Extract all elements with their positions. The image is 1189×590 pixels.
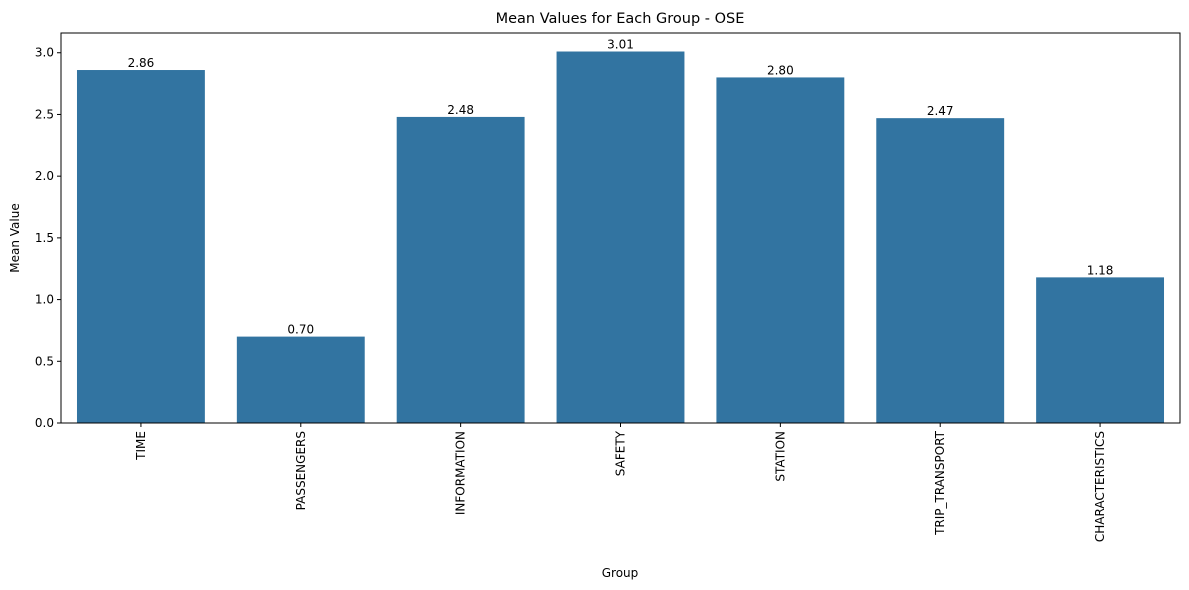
x-tick-label: TIME	[134, 431, 148, 461]
bar	[236, 336, 365, 423]
y-tick-label: 1.5	[35, 231, 54, 245]
bar	[716, 77, 845, 423]
y-axis-label: Mean Value	[8, 203, 22, 272]
bar-value-label: 1.18	[1087, 263, 1114, 277]
bar-value-label: 2.86	[128, 56, 155, 70]
bar	[876, 118, 1005, 423]
bar	[556, 51, 685, 423]
bar-value-label: 0.70	[287, 323, 314, 337]
bars	[76, 51, 1165, 424]
x-tick-label: SAFETY	[614, 430, 628, 476]
plot-frame	[60, 32, 1181, 424]
x-axis-label: Group	[602, 566, 639, 580]
bar-value-label: 2.80	[767, 63, 794, 77]
y-tick-label: 2.0	[35, 169, 54, 183]
x-tick-label: STATION	[773, 431, 787, 482]
y-tick-label: 1.0	[35, 293, 54, 307]
axes-frame	[60, 32, 1181, 424]
x-axis-ticks: TIME PASSENGERS INFORMATION SAFETY STATION TR…	[134, 423, 1107, 542]
bar	[1036, 277, 1165, 423]
x-tick-label: INFORMATION	[454, 431, 468, 515]
y-tick-label: 0.0	[35, 416, 54, 430]
x-tick-label: PASSENGERS	[294, 431, 308, 510]
x-tick-label: CHARACTERISTICS	[1093, 431, 1107, 542]
bar-value-label: 2.48	[447, 103, 474, 117]
bar	[396, 116, 525, 424]
y-tick-label: 2.5	[35, 107, 54, 121]
chart-title: Mean Values for Each Group - OSE	[496, 11, 745, 27]
bar-value-labels: 2.86 0.70 2.48 3.01 2.80 2.47 1.18	[128, 38, 1114, 337]
x-tick-label: TRIP_TRANSPORT	[933, 430, 947, 536]
bar	[76, 70, 205, 423]
bar-value-label: 3.01	[607, 38, 634, 52]
y-tick-label: 3.0	[35, 46, 54, 60]
bar-value-label: 2.47	[927, 104, 954, 118]
y-tick-label: 0.5	[35, 354, 54, 368]
y-axis-ticks: 0.0 0.5 1.0 1.5 2.0 2.5 3.0	[35, 46, 61, 430]
